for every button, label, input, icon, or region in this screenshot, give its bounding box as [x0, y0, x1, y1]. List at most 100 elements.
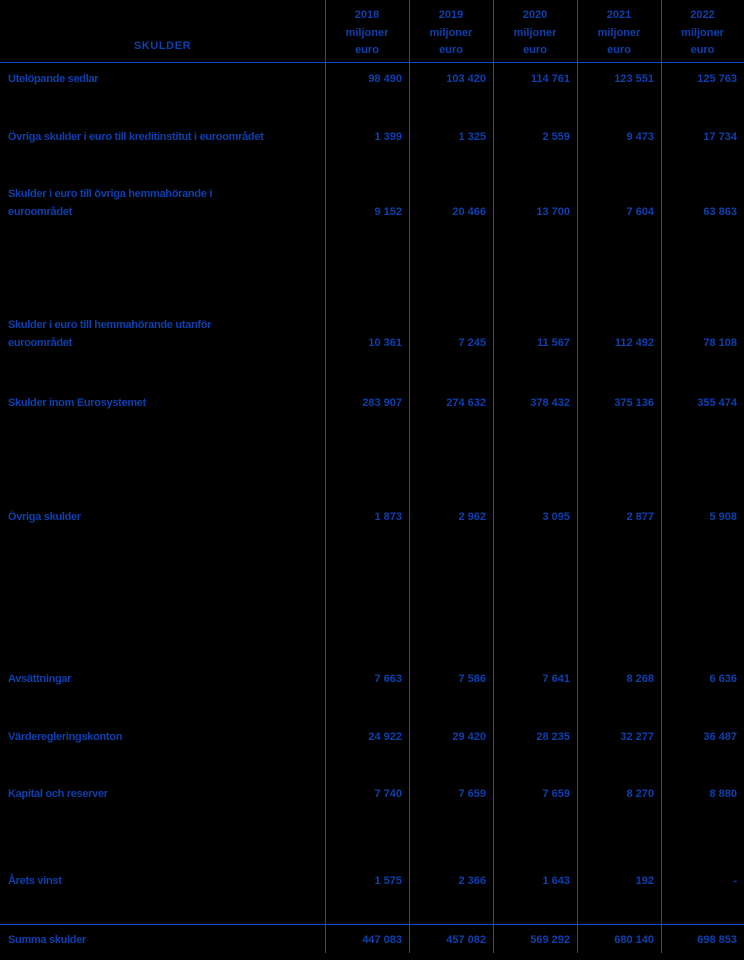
value-cell: 7 641 [542, 673, 570, 685]
value-cell: 1 575 [374, 875, 402, 887]
column-divider [661, 0, 662, 953]
unit-label: miljoner euro [513, 26, 557, 57]
table-row: Kapital och reserver 7 740 7 659 7 659 8… [0, 785, 744, 803]
table-row: Avsättningar 7 663 7 586 7 641 8 268 6 6… [0, 670, 744, 688]
unit-label: miljoner euro [681, 26, 724, 57]
year-label: 2020 [522, 9, 548, 21]
value-cell: 63 863 [703, 206, 737, 218]
value-cell: 8 880 [709, 788, 737, 800]
value-cell: 98 490 [368, 73, 402, 85]
table-row-total: Summa skulder 447 083 457 082 569 292 68… [0, 931, 744, 949]
value-cell: 78 108 [703, 337, 737, 349]
year-label: 2019 [438, 9, 464, 21]
row-label: Värderegleringskonton [8, 731, 123, 743]
total-rule [0, 924, 744, 925]
value-cell: 123 551 [614, 73, 654, 85]
year-label: 2021 [606, 9, 632, 21]
value-cell: 7 604 [626, 206, 654, 218]
value-cell: 378 432 [530, 397, 570, 409]
value-cell: 7 740 [374, 788, 402, 800]
value-cell: 5 908 [709, 511, 737, 523]
value-cell: 375 136 [614, 397, 654, 409]
value-cell: 283 907 [362, 397, 402, 409]
column-header-2022: 2022 miljoner euro [661, 7, 744, 60]
value-cell: 274 632 [446, 397, 486, 409]
value-cell: - [733, 875, 737, 887]
value-cell: 9 152 [374, 206, 402, 218]
value-cell: 114 761 [530, 73, 570, 85]
row-label: Summa skulder [8, 934, 87, 946]
column-divider [493, 0, 494, 953]
table-row: Skulder i euro till hemmahörande utanför… [0, 316, 744, 352]
value-cell: 7 659 [458, 788, 486, 800]
value-cell: 2 962 [458, 511, 486, 523]
row-label: Skulder i euro till övriga hemmahörande … [8, 188, 213, 218]
column-divider [325, 0, 326, 953]
row-label: Övriga skulder i euro till kreditinstitu… [8, 131, 264, 143]
value-cell: 8 268 [626, 673, 654, 685]
table-row: Skulder inom Eurosystemet 283 907 274 63… [0, 394, 744, 412]
value-cell: 2 877 [626, 511, 654, 523]
value-cell: 125 763 [697, 73, 737, 85]
table-row: Utelöpande sedlar 98 490 103 420 114 761… [0, 70, 744, 88]
value-cell: 10 361 [368, 337, 402, 349]
value-cell: 32 277 [620, 731, 654, 743]
unit-label: miljoner euro [345, 26, 389, 57]
value-cell: 7 659 [542, 788, 570, 800]
value-cell: 9 473 [626, 131, 654, 143]
value-cell: 36 487 [703, 731, 737, 743]
value-cell: 569 292 [530, 934, 570, 946]
year-label: 2022 [690, 9, 715, 21]
column-divider [577, 0, 578, 953]
value-cell: 17 734 [703, 131, 737, 143]
value-cell: 355 474 [697, 397, 737, 409]
value-cell: 192 [635, 875, 654, 887]
value-cell: 24 922 [368, 731, 402, 743]
value-cell: 457 082 [446, 934, 486, 946]
row-label: Avsättningar [8, 673, 72, 685]
row-label: Skulder i euro till hemmahörande utanför… [8, 319, 212, 349]
value-cell: 1 643 [542, 875, 570, 887]
value-cell: 698 853 [697, 934, 737, 946]
unit-label: miljoner euro [429, 26, 473, 57]
table-row: Årets vinst 1 575 2 366 1 643 192 - [0, 872, 744, 890]
column-header-2018: 2018 miljoner euro [325, 7, 409, 60]
value-cell: 7 663 [374, 673, 402, 685]
year-label: 2018 [354, 9, 380, 21]
row-label: Skulder inom Eurosystemet [8, 397, 146, 409]
value-cell: 2 366 [458, 875, 486, 887]
value-cell: 680 140 [614, 934, 654, 946]
value-cell: 28 235 [536, 731, 570, 743]
header-rule [0, 62, 744, 63]
value-cell: 103 420 [446, 73, 486, 85]
row-label: Övriga skulder [8, 511, 81, 523]
value-cell: 1 873 [374, 511, 402, 523]
value-cell: 11 567 [536, 337, 570, 349]
value-cell: 29 420 [452, 731, 486, 743]
value-cell: 3 095 [542, 511, 570, 523]
value-cell: 7 586 [458, 673, 486, 685]
column-header-2019: 2019 miljoner euro [409, 7, 493, 60]
value-cell: 8 270 [626, 788, 654, 800]
table-row: Skulder i euro till övriga hemmahörande … [0, 185, 744, 221]
value-cell: 2 559 [542, 131, 570, 143]
table-row: Övriga skulder i euro till kreditinstitu… [0, 128, 744, 146]
value-cell: 1 399 [374, 131, 402, 143]
value-cell: 112 492 [614, 337, 654, 349]
value-cell: 20 466 [452, 206, 486, 218]
value-cell: 6 636 [709, 673, 737, 685]
row-label: Årets vinst [8, 875, 62, 887]
column-header-2021: 2021 miljoner euro [577, 7, 661, 60]
table-row: Övriga skulder 1 873 2 962 3 095 2 877 5… [0, 508, 744, 526]
table-row: Värderegleringskonton 24 922 29 420 28 2… [0, 728, 744, 746]
value-cell: 447 083 [362, 934, 402, 946]
unit-label: miljoner euro [597, 26, 641, 57]
column-header-2020: 2020 miljoner euro [493, 7, 577, 60]
value-cell: 1 325 [458, 131, 486, 143]
value-cell: 7 245 [458, 337, 486, 349]
table-title: SKULDER [133, 40, 192, 52]
column-divider [409, 0, 410, 953]
row-label: Kapital och reserver [8, 788, 108, 800]
value-cell: 13 700 [536, 206, 570, 218]
